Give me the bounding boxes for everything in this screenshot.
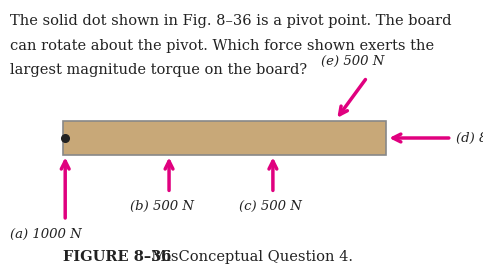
Text: (c) 500 N: (c) 500 N: [239, 200, 302, 213]
Text: (b) 500 N: (b) 500 N: [130, 200, 195, 213]
Text: can rotate about the pivot. Which force shown exerts the: can rotate about the pivot. Which force …: [10, 39, 434, 53]
Text: FIGURE 8–36  MisConceptual Question 4.: FIGURE 8–36 MisConceptual Question 4.: [63, 250, 375, 264]
Text: The solid dot shown in Fig. 8–36 is a pivot point. The board: The solid dot shown in Fig. 8–36 is a pi…: [10, 14, 451, 28]
Text: (a) 1000 N: (a) 1000 N: [10, 228, 82, 241]
Text: (d) 800 N: (d) 800 N: [456, 131, 483, 145]
Bar: [63, 121, 386, 155]
Text: largest magnitude torque on the board?: largest magnitude torque on the board?: [10, 63, 307, 78]
Text: MisConceptual Question 4.: MisConceptual Question 4.: [142, 250, 354, 264]
Text: (e) 500 N: (e) 500 N: [321, 55, 384, 68]
Text: FIGURE 8–36: FIGURE 8–36: [63, 250, 171, 264]
